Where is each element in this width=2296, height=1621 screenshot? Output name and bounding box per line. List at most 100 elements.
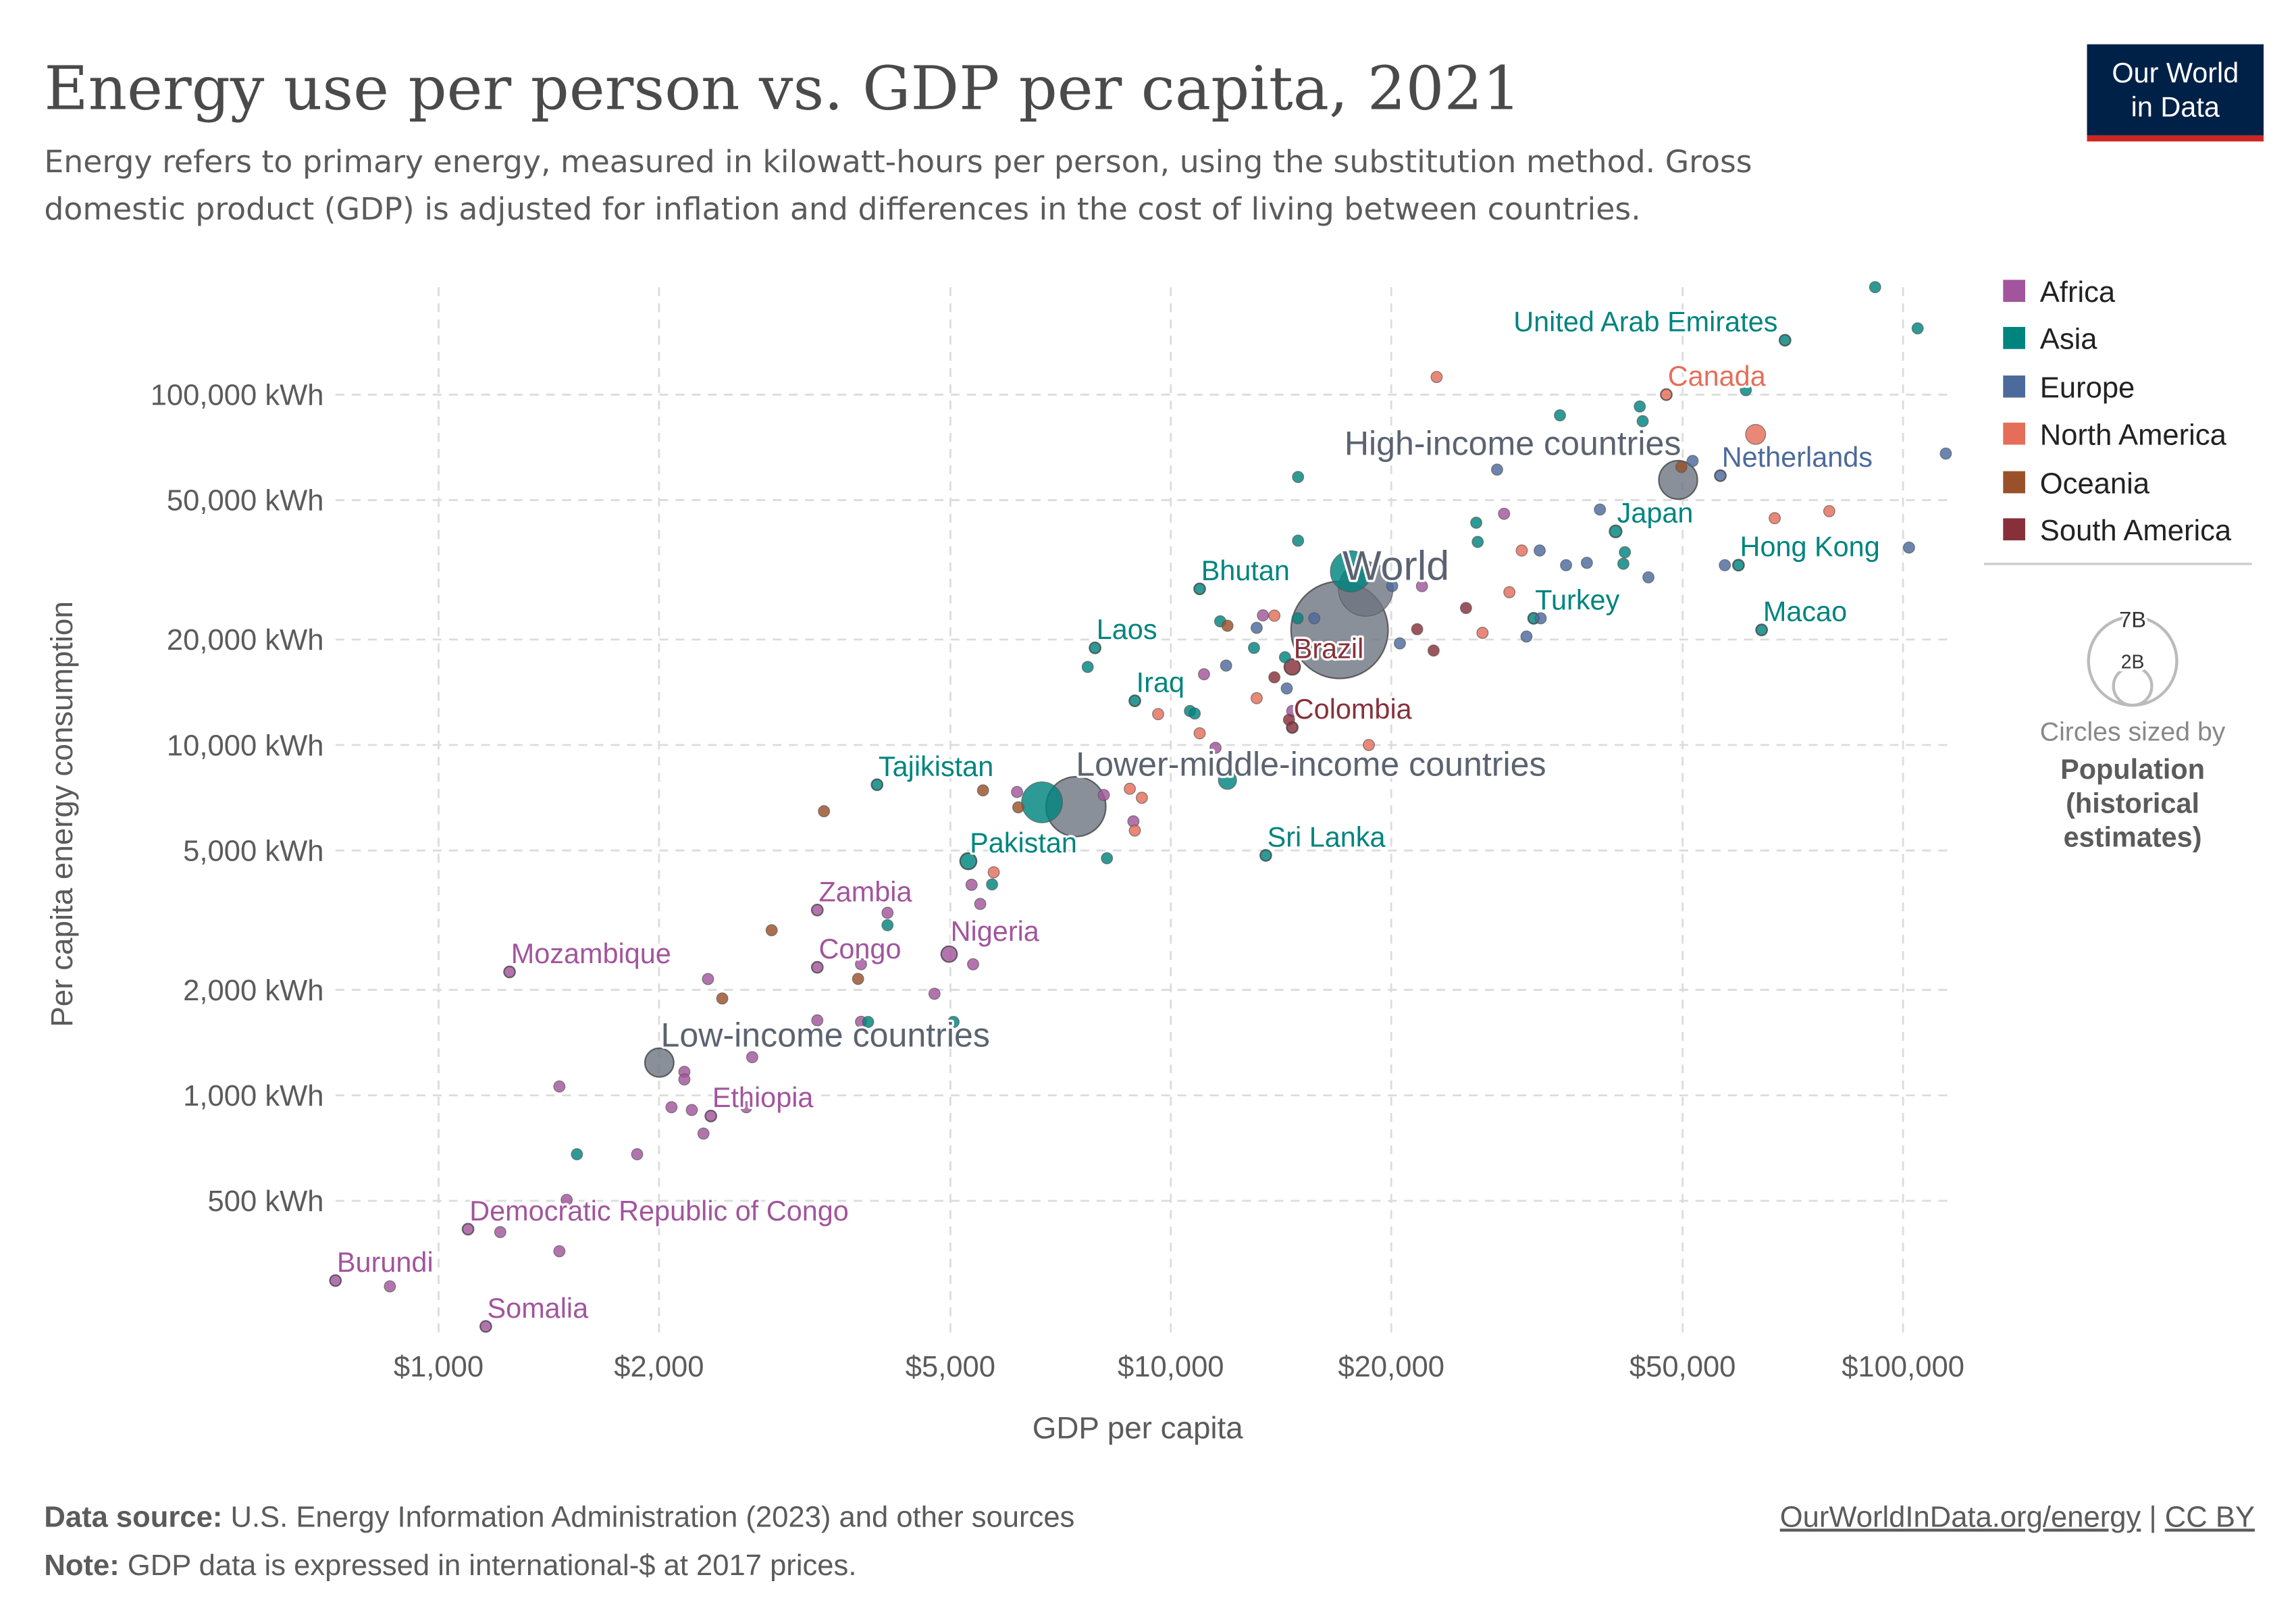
legend-label: Oceania bbox=[2040, 467, 2150, 500]
data-point bbox=[1291, 612, 1304, 625]
license-link[interactable]: CC BY bbox=[2165, 1501, 2255, 1533]
data-point bbox=[810, 960, 824, 974]
data-point bbox=[1081, 661, 1094, 673]
legend-item[interactable]: Asia bbox=[2003, 324, 2097, 356]
data-point bbox=[1617, 557, 1629, 570]
point-label: Zambia bbox=[818, 876, 912, 907]
data-point bbox=[974, 898, 987, 910]
data-point bbox=[1220, 659, 1232, 672]
data-point bbox=[1471, 536, 1484, 548]
data-point bbox=[987, 866, 1000, 879]
data-point bbox=[986, 878, 999, 891]
data-point bbox=[1823, 505, 1835, 517]
logo-background bbox=[2087, 44, 2264, 136]
source-link[interactable]: OurWorldInData.org/energy bbox=[1780, 1501, 2141, 1533]
point-label: Democratic Republic of Congo bbox=[469, 1195, 849, 1227]
data-point bbox=[1411, 623, 1424, 636]
data-point bbox=[685, 1104, 698, 1116]
y-tick-label: 100,000 kWh bbox=[151, 380, 324, 412]
legend-label: Asia bbox=[2040, 324, 2098, 356]
data-point bbox=[1415, 580, 1428, 592]
y-tick-label: 20,000 kWh bbox=[167, 624, 324, 657]
data-point bbox=[1732, 559, 1745, 572]
data-point bbox=[1218, 771, 1237, 790]
legend-label: North America bbox=[2040, 419, 2227, 451]
legend-swatch bbox=[2003, 422, 2025, 445]
data-point bbox=[1491, 463, 1503, 476]
data-point bbox=[1128, 824, 1141, 837]
data-point bbox=[1209, 742, 1222, 754]
data-point bbox=[1427, 644, 1440, 657]
legend-item[interactable]: Europe bbox=[2003, 372, 2135, 405]
data-point bbox=[870, 778, 884, 792]
data-point bbox=[560, 1193, 573, 1206]
data-point bbox=[503, 965, 516, 979]
data-point bbox=[571, 1148, 583, 1160]
data-point bbox=[881, 906, 894, 919]
data-point bbox=[740, 1101, 753, 1114]
data-point bbox=[1128, 694, 1141, 707]
data-point bbox=[1097, 789, 1110, 801]
data-point bbox=[1636, 415, 1649, 428]
note: Note: GDP data is expressed in internati… bbox=[44, 1549, 856, 1582]
data-point bbox=[1282, 713, 1295, 726]
legend-item[interactable]: South America bbox=[2003, 515, 2232, 547]
data-point bbox=[702, 973, 714, 985]
scatter-points bbox=[329, 281, 1952, 1333]
point-label: Netherlands bbox=[1722, 442, 1873, 473]
legend-item[interactable]: North America bbox=[2003, 419, 2227, 451]
data-point bbox=[1292, 534, 1305, 547]
data-point bbox=[1089, 641, 1101, 654]
size-legend-variable-3: estimates) bbox=[2064, 821, 2202, 852]
aggregate-point bbox=[1658, 459, 1698, 500]
data-point bbox=[1193, 582, 1206, 596]
size-legend-variable-2: (historical bbox=[2066, 788, 2199, 819]
data-point bbox=[1280, 682, 1293, 695]
point-label: Canada bbox=[1668, 361, 1767, 392]
data-point bbox=[1012, 801, 1024, 814]
point-label: Macao bbox=[1763, 596, 1847, 627]
data-point bbox=[1251, 621, 1263, 634]
legend-label: South America bbox=[2040, 515, 2232, 547]
note-text: GDP data is expressed in international-$… bbox=[120, 1549, 857, 1582]
point-label: Turkey bbox=[1535, 584, 1619, 615]
data-point bbox=[1197, 668, 1210, 681]
point-label: Japan bbox=[1617, 498, 1694, 529]
point-label: World bbox=[1342, 543, 1449, 589]
data-point bbox=[1308, 612, 1321, 625]
color-legend[interactable]: Africa Asia Europe North America Oceania Sout… bbox=[2003, 276, 2232, 547]
x-tick-label: $2,000 bbox=[614, 1351, 704, 1383]
x-tick-label: $1,000 bbox=[394, 1351, 484, 1383]
y-tick-label: 1,000 kWh bbox=[183, 1080, 323, 1112]
data-point bbox=[1268, 671, 1281, 684]
data-point bbox=[1634, 400, 1646, 413]
data-point bbox=[1470, 516, 1483, 529]
legend-item[interactable]: Africa bbox=[2003, 276, 2116, 309]
data-point bbox=[678, 1073, 691, 1086]
data-point bbox=[1719, 559, 1731, 571]
size-legend-small-circle bbox=[2112, 665, 2154, 707]
data-point bbox=[1152, 708, 1164, 721]
owid-logo[interactable]: Our World in Data bbox=[2087, 44, 2264, 142]
legend-item[interactable]: Oceania bbox=[2003, 467, 2150, 500]
data-point bbox=[1503, 586, 1516, 598]
point-label: Nigeria bbox=[951, 916, 1040, 947]
data-point bbox=[818, 805, 831, 818]
data-point bbox=[1101, 852, 1114, 865]
data-point bbox=[1675, 461, 1688, 473]
data-point bbox=[1520, 630, 1533, 643]
size-legend-small-label: 2B bbox=[2121, 652, 2145, 673]
aggregate-point bbox=[644, 1047, 675, 1078]
data-point bbox=[1714, 469, 1727, 482]
legend-swatch bbox=[2003, 327, 2025, 349]
data-point bbox=[746, 1051, 758, 1064]
data-point bbox=[976, 784, 989, 797]
data-point bbox=[1459, 602, 1472, 615]
point-label: Mozambique bbox=[511, 938, 671, 969]
legend-swatch bbox=[2003, 518, 2025, 541]
subtitle-line-2: domestic product (GDP) is adjusted for i… bbox=[44, 191, 1640, 227]
data-point bbox=[1292, 471, 1305, 484]
data-point bbox=[965, 879, 978, 891]
data-source: Data source: U.S. Energy Information Adm… bbox=[44, 1501, 1074, 1533]
